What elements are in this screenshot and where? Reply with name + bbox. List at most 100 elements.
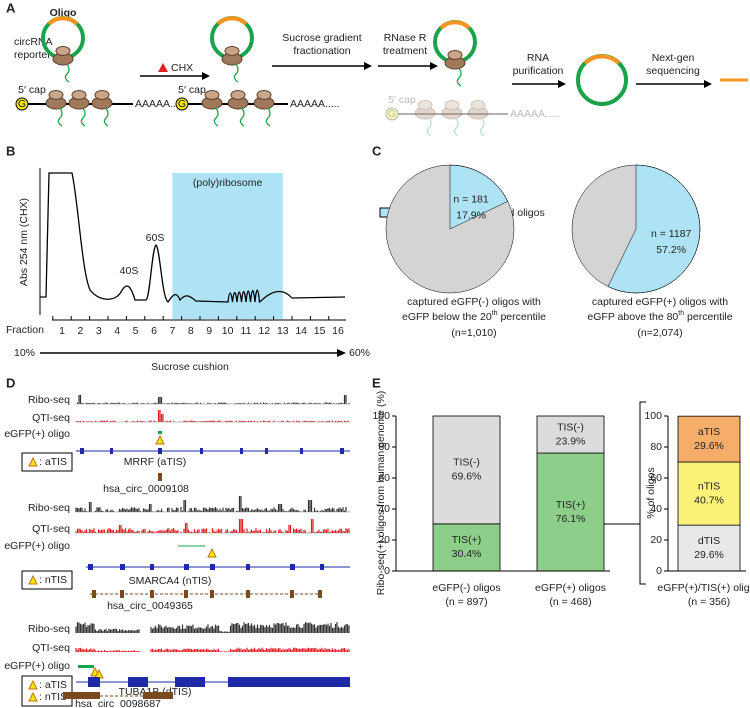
exon (88, 677, 100, 687)
ribosome (52, 46, 74, 83)
ribosome-small (224, 46, 240, 56)
peptide (103, 107, 109, 127)
circ-exon (158, 473, 162, 481)
peptide (479, 117, 485, 137)
label: (poly)ribosome (193, 177, 263, 189)
label: Oligo (50, 7, 77, 19)
label: purification (513, 65, 564, 77)
legend-box (21, 675, 73, 707)
arrow-head (337, 349, 346, 357)
circ-label: hsa_circ_0009108 (103, 483, 189, 495)
tis-marker (28, 574, 38, 585)
arrow-head (704, 80, 712, 88)
arrow-head (364, 62, 372, 70)
exon (320, 564, 324, 570)
y-tick-label: 100 (644, 410, 662, 422)
track-label: Ribo-seq (28, 623, 70, 635)
category-label: eGFP(+) oligos (535, 582, 606, 594)
fraction-label: 5 (133, 325, 139, 337)
value-label: 29.6% (694, 440, 724, 452)
coverage-track (75, 647, 350, 652)
y-axis-label: Ribo-seq(+) oligos from human genome (%) (375, 391, 387, 596)
cap-letter: G (388, 108, 396, 120)
value-label: 29.6% (694, 549, 724, 561)
y-tick-label: 80 (650, 441, 662, 453)
segment-name: dTIS (698, 535, 720, 547)
peptide (426, 117, 432, 137)
label: 17.9% (456, 210, 486, 222)
legend-box (21, 452, 73, 472)
fraction-label: 1 (59, 325, 65, 337)
oligo-arc (47, 16, 79, 26)
exon (290, 564, 295, 570)
track-label: eGFP(+) oligo (4, 428, 70, 440)
coverage-track (75, 410, 350, 422)
peptide (64, 63, 70, 83)
poly-a: AAAAA..... (135, 98, 185, 110)
fraction-label: 15 (314, 325, 326, 337)
ribosome-large (441, 106, 463, 120)
peptide (80, 107, 86, 127)
circ-exon (290, 590, 294, 598)
exon (88, 564, 93, 570)
ribosome-small (94, 90, 110, 100)
value-label: 76.1% (556, 513, 586, 525)
caption: eGFP above the 80th percentile (587, 310, 732, 323)
ribosome-small (204, 90, 220, 100)
ribosome-small (71, 90, 87, 100)
ribosome-small (230, 90, 246, 100)
absorbance-trace (40, 172, 346, 304)
track-label: Ribo-seq (28, 394, 70, 406)
label: 10% (14, 347, 35, 359)
fraction-label: 6 (151, 325, 157, 337)
coverage-track (75, 496, 350, 512)
ribosome-small (447, 50, 463, 60)
poly-a: AAAAA..... (510, 108, 560, 120)
label: captured eGFP(-) oligos with (407, 296, 541, 308)
exon (175, 677, 205, 687)
segment-name: TIS(+) (556, 499, 585, 511)
segment-name: TIS(-) (453, 457, 480, 469)
tis-marker (28, 679, 38, 690)
tis-marker (155, 434, 165, 445)
gene-label: TUBA1B (dTIS) (119, 686, 192, 698)
ribosome (68, 90, 90, 127)
ribosome (253, 90, 275, 127)
caption-part: eGFP below the 20 (402, 311, 492, 323)
label: (n=1,010) (451, 327, 496, 339)
caption-part: percentile (684, 311, 733, 323)
cap-letter: G (178, 98, 186, 110)
pie-outline (385, 164, 515, 294)
exon (210, 564, 215, 570)
label: n = 181 (453, 194, 488, 206)
ribosome-small (444, 100, 460, 110)
label: captured eGFP(+) oligos with (592, 296, 728, 308)
label: : nTIS (39, 574, 67, 586)
cap (175, 97, 189, 111)
ribosome-small (48, 90, 64, 100)
arrow-head (558, 80, 566, 88)
circ-exon (63, 692, 100, 699)
exon (200, 448, 203, 454)
value-label: 40.7% (694, 494, 724, 506)
caption-part: eGFP above the 80 (587, 311, 678, 323)
superscript: th (678, 310, 684, 317)
fraction-label: 13 (277, 325, 289, 337)
category-n: (n = 897) (445, 596, 487, 608)
y-tick-label: 60 (650, 472, 662, 484)
peptide (265, 107, 271, 127)
circ-exon (318, 590, 322, 598)
circ-label: hsa_circ_0098687 (75, 698, 161, 708)
oligo-arc (439, 20, 471, 30)
value-label: 30.4% (452, 548, 482, 560)
track-label: QTI-seq (32, 642, 70, 654)
label: 60% (349, 347, 370, 359)
label: reporter (14, 49, 51, 61)
ribosome (221, 46, 243, 83)
chx-triangle (158, 63, 168, 72)
fraction-label: 4 (114, 325, 120, 337)
oligo-arc (583, 54, 621, 65)
label: fractionation (293, 45, 350, 57)
